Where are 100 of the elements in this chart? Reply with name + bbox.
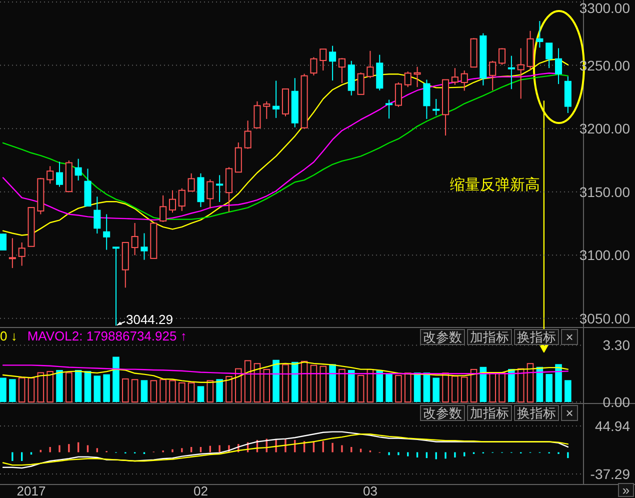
bar [226, 376, 232, 402]
bar [74, 370, 82, 402]
candlestick [329, 45, 336, 81]
candlestick [404, 71, 412, 88]
candlestick [460, 70, 468, 92]
bar [508, 368, 515, 402]
candlestick [310, 56, 318, 76]
bar [480, 366, 487, 402]
annotation: 改参数 [423, 330, 462, 344]
bar [395, 374, 402, 402]
bar [18, 377, 26, 402]
bar [131, 379, 138, 402]
bar [169, 380, 176, 402]
candlestick [206, 178, 214, 209]
line-series [2, 361, 569, 383]
bar [348, 370, 355, 402]
bar [235, 368, 242, 402]
candlestick [366, 50, 374, 79]
bar [28, 377, 35, 402]
candlestick [244, 120, 252, 150]
candlestick [0, 233, 7, 251]
candlestick [508, 55, 515, 90]
bar [470, 368, 478, 402]
y-tick-label: -37.29 [590, 466, 630, 482]
annotation: 换指标 [517, 406, 556, 420]
bar [37, 372, 44, 402]
bar [329, 364, 336, 402]
candlestick [74, 158, 82, 181]
bar [338, 368, 346, 402]
bar [526, 363, 534, 402]
bar [366, 368, 374, 402]
y-tick-label: 3.30 [602, 337, 630, 354]
candlestick [46, 166, 54, 184]
bar [0, 378, 6, 402]
bar [56, 370, 63, 402]
candlestick [18, 242, 26, 266]
bar [423, 372, 430, 402]
bar [555, 364, 562, 402]
x-tick-label: 2017 [16, 484, 46, 498]
candlestick [423, 79, 430, 120]
annotation: 3044.29 [126, 312, 173, 328]
candlestick [178, 188, 186, 212]
bar [160, 379, 166, 402]
bar [460, 376, 468, 402]
candlestick [338, 58, 346, 84]
bar [46, 371, 54, 402]
y-tick-label: 44.94 [594, 418, 630, 434]
text: » [622, 482, 630, 498]
bar [263, 368, 270, 402]
bar [414, 372, 421, 402]
bar [386, 374, 392, 402]
bar [546, 374, 552, 402]
candlestick [160, 194, 167, 222]
candlestick [216, 174, 224, 202]
bar [320, 366, 327, 402]
candlestick [489, 60, 496, 91]
bar [84, 371, 92, 402]
x-tick-label: 03 [362, 484, 378, 498]
y-tick-label: 3150.00 [579, 184, 630, 200]
candlestick [517, 48, 524, 100]
candlestick [272, 80, 280, 118]
annotation: 0 ↓ [0, 328, 18, 344]
candlestick [140, 232, 148, 260]
annotation: 缩量反弹新高 [450, 176, 540, 194]
bar [404, 372, 412, 402]
line-series [2, 364, 569, 375]
candlestick [320, 48, 327, 71]
bar [272, 360, 280, 402]
bar [244, 360, 252, 402]
candlestick [432, 98, 440, 116]
y-tick-label: 3300.00 [579, 0, 630, 16]
bar [94, 376, 101, 402]
x-tick-label: 02 [194, 484, 208, 498]
bar [188, 382, 195, 402]
candlestick [254, 100, 261, 130]
bar [254, 363, 261, 402]
candlestick [555, 48, 562, 85]
bar [122, 378, 129, 402]
bar [216, 379, 223, 402]
candlestick [197, 172, 204, 208]
candlestick [225, 166, 232, 212]
bar [376, 370, 384, 402]
bar [452, 376, 458, 402]
bar [140, 380, 148, 402]
bar [489, 372, 496, 402]
candlestick [386, 99, 393, 120]
candlestick [536, 20, 544, 48]
candlestick [394, 82, 402, 108]
y-tick-label: 3200.00 [579, 120, 630, 137]
bar [150, 380, 158, 402]
annotation: × [566, 406, 574, 420]
annotation: 换指标 [517, 330, 556, 344]
bar [178, 382, 186, 402]
bar [357, 374, 364, 402]
candlestick [94, 196, 101, 234]
bar [66, 372, 72, 402]
annotation: × [566, 330, 574, 344]
annotation: 加指标 [470, 406, 509, 420]
candlestick [168, 190, 176, 214]
bar [103, 374, 110, 402]
